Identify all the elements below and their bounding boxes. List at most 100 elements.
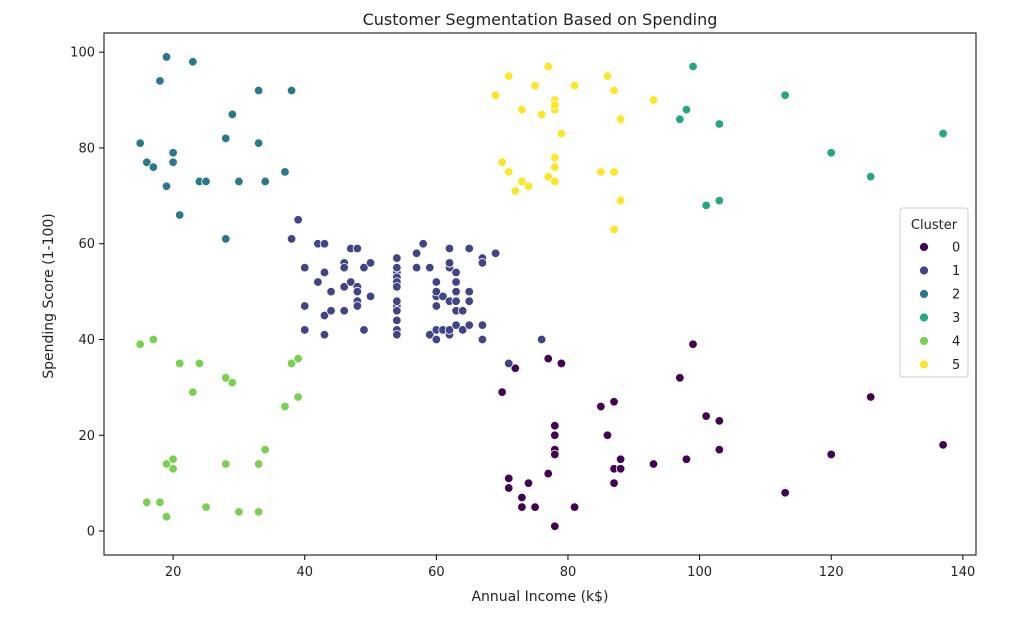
data-point bbox=[681, 104, 692, 115]
legend-marker bbox=[919, 312, 929, 323]
data-point bbox=[155, 76, 165, 86]
data-point bbox=[253, 507, 264, 517]
legend-label: 1 bbox=[952, 264, 960, 279]
data-point bbox=[168, 157, 178, 168]
data-point bbox=[392, 330, 402, 340]
data-point bbox=[148, 334, 159, 345]
data-point bbox=[714, 416, 725, 426]
series-cluster-3 bbox=[675, 61, 948, 211]
data-point bbox=[602, 71, 613, 81]
legend-label: 4 bbox=[952, 335, 960, 350]
data-point bbox=[451, 277, 461, 287]
data-point bbox=[174, 358, 185, 369]
legend-marker bbox=[919, 265, 929, 276]
data-point bbox=[425, 330, 435, 340]
plot-area bbox=[103, 32, 977, 556]
data-point bbox=[550, 521, 560, 531]
legend-label: 0 bbox=[952, 241, 960, 256]
data-point bbox=[188, 57, 198, 67]
data-point bbox=[615, 195, 626, 206]
data-point bbox=[464, 286, 474, 297]
data-point bbox=[457, 306, 468, 316]
data-point bbox=[451, 296, 461, 306]
data-point bbox=[392, 282, 402, 292]
data-point bbox=[418, 239, 428, 249]
y-tick-label: 20 bbox=[78, 429, 95, 444]
data-point bbox=[444, 325, 455, 335]
data-point bbox=[648, 95, 659, 105]
legend: Cluster 0 1 2 3 4 5 bbox=[899, 207, 969, 378]
data-point bbox=[431, 277, 442, 287]
data-point bbox=[536, 334, 547, 345]
data-point bbox=[714, 444, 725, 455]
y-axis-title: Spending Score (1-100) bbox=[41, 213, 57, 379]
data-point bbox=[286, 358, 297, 369]
data-point bbox=[464, 243, 474, 254]
data-point bbox=[234, 507, 244, 517]
y-tick-label: 0 bbox=[87, 525, 95, 540]
data-point bbox=[596, 401, 606, 412]
data-point bbox=[609, 478, 619, 488]
data-point bbox=[135, 138, 145, 148]
data-point bbox=[556, 358, 567, 369]
data-point bbox=[490, 90, 501, 100]
data-point bbox=[293, 353, 303, 364]
data-point bbox=[517, 176, 527, 187]
x-axis: 20 40 60 80 100 120 140 bbox=[165, 555, 975, 580]
data-point bbox=[168, 454, 178, 464]
data-point bbox=[866, 392, 876, 402]
data-point bbox=[352, 286, 363, 297]
data-point bbox=[346, 277, 356, 287]
data-point bbox=[464, 320, 474, 330]
legend-label: 2 bbox=[952, 288, 960, 303]
data-point bbox=[359, 262, 369, 273]
data-point bbox=[451, 320, 461, 330]
data-point bbox=[411, 248, 422, 258]
data-point bbox=[510, 363, 521, 373]
data-point bbox=[135, 339, 145, 349]
data-point bbox=[234, 176, 244, 187]
data-point bbox=[477, 320, 488, 330]
data-point bbox=[550, 176, 560, 187]
legend-marker bbox=[919, 242, 929, 252]
data-point bbox=[313, 277, 323, 287]
data-point bbox=[477, 258, 488, 268]
legend-label: 5 bbox=[952, 358, 960, 373]
data-point bbox=[938, 128, 948, 139]
data-point bbox=[550, 449, 560, 460]
data-point bbox=[161, 181, 172, 191]
data-point bbox=[293, 215, 303, 225]
series-cluster-4 bbox=[135, 334, 303, 522]
data-point bbox=[596, 167, 606, 177]
data-point bbox=[280, 401, 290, 412]
data-point bbox=[227, 109, 238, 120]
plot-frame bbox=[103, 32, 977, 556]
data-point bbox=[543, 468, 553, 479]
chart-title: Customer Segmentation Based on Spending bbox=[363, 10, 718, 29]
data-point bbox=[609, 167, 619, 177]
data-point bbox=[201, 502, 211, 512]
data-point bbox=[517, 104, 527, 115]
y-tick-label: 80 bbox=[78, 141, 95, 156]
data-point bbox=[615, 454, 626, 464]
x-tick-label: 140 bbox=[950, 565, 975, 580]
data-point bbox=[326, 286, 336, 297]
legend-items: 0 1 2 3 4 5 bbox=[919, 241, 960, 373]
data-point bbox=[174, 210, 185, 220]
data-point bbox=[569, 502, 580, 512]
data-point bbox=[675, 373, 685, 383]
data-point bbox=[550, 152, 560, 163]
data-point bbox=[681, 454, 692, 464]
data-point bbox=[300, 325, 310, 335]
legend-marker bbox=[919, 336, 929, 346]
data-point bbox=[253, 85, 264, 96]
series-cluster-5 bbox=[490, 61, 659, 235]
data-point bbox=[319, 330, 330, 340]
data-point bbox=[609, 397, 619, 407]
data-point bbox=[155, 497, 165, 508]
data-point bbox=[504, 167, 514, 177]
data-point bbox=[286, 234, 297, 244]
data-point bbox=[530, 80, 540, 91]
data-point bbox=[142, 497, 152, 508]
y-tick-label: 60 bbox=[78, 237, 95, 252]
